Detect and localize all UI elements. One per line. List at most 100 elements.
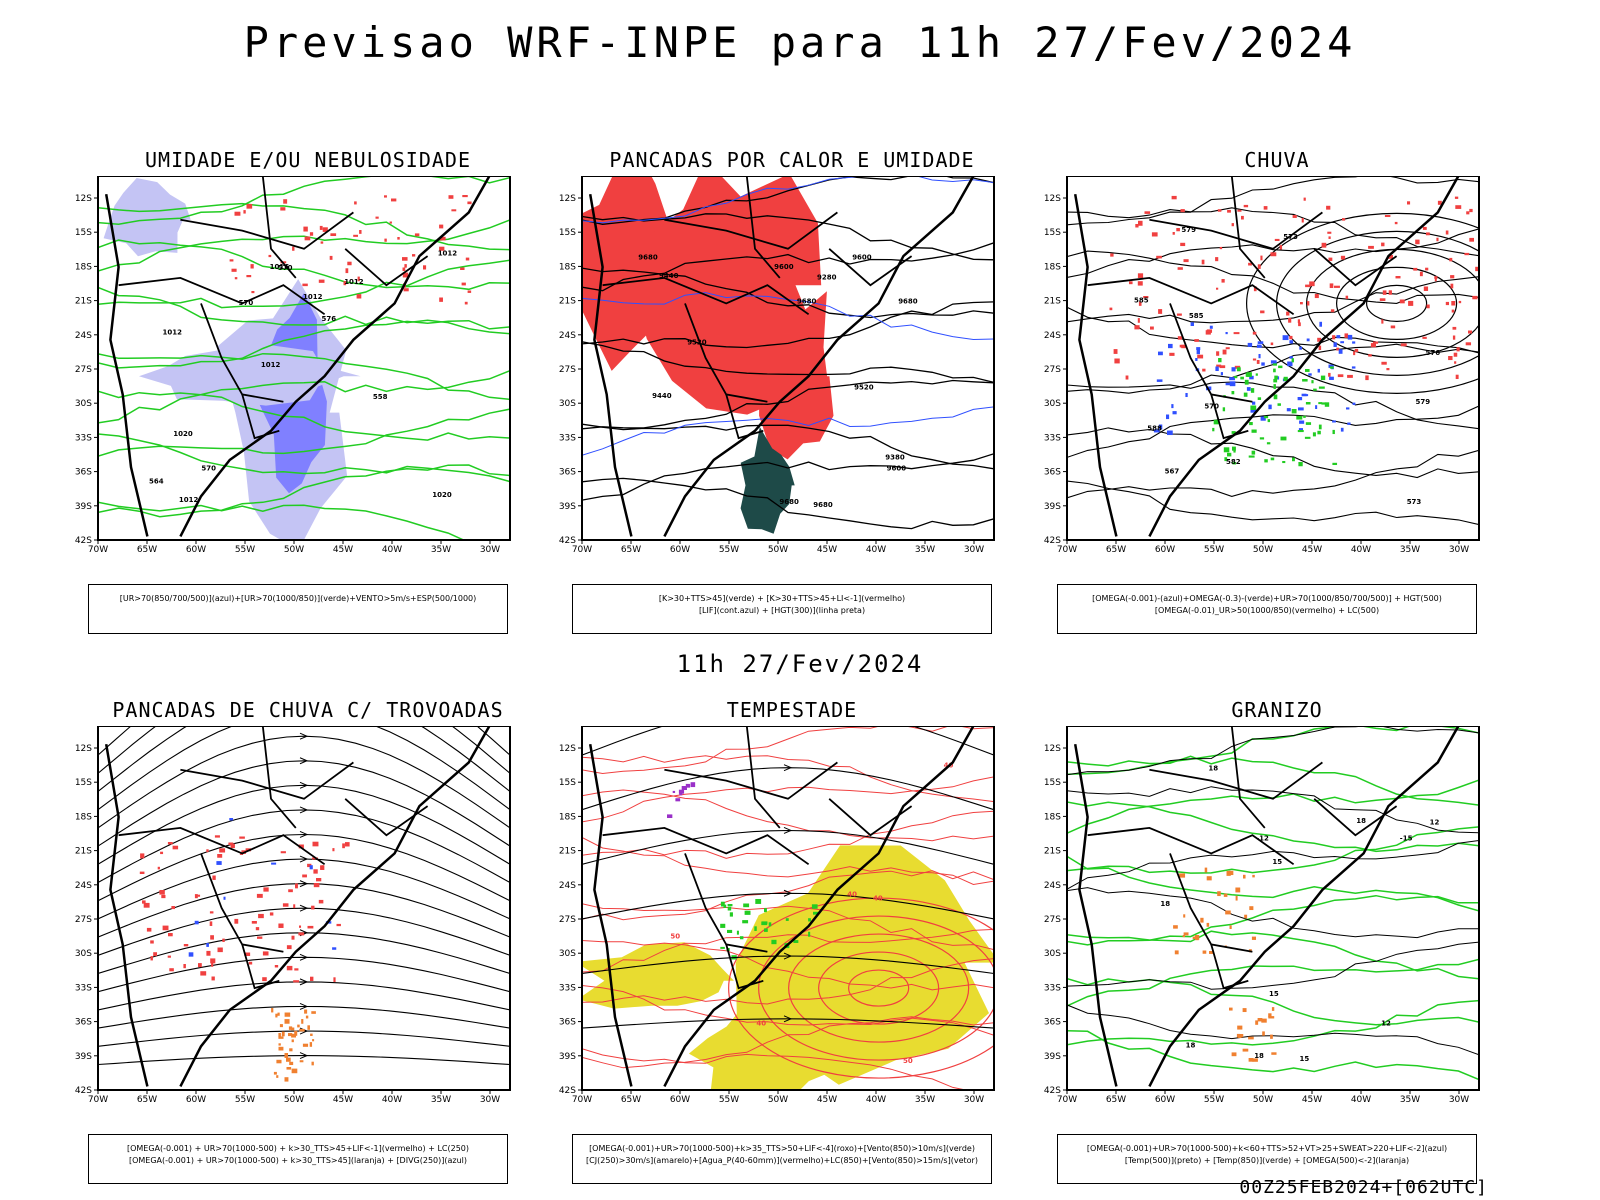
thunderstorm-area	[311, 905, 315, 910]
hail-area	[1183, 914, 1186, 918]
contour-label: 9600	[774, 263, 794, 271]
lon-label: 55W	[1204, 545, 1224, 555]
rain-area	[1299, 346, 1302, 350]
hail-area	[1238, 1034, 1242, 1039]
wind-area	[736, 930, 739, 935]
rain-area	[1196, 347, 1201, 351]
rain-area	[1232, 446, 1236, 451]
rain-area	[1176, 313, 1182, 316]
lat-label: 30S	[1044, 949, 1061, 959]
height-contour	[1366, 284, 1428, 323]
thunderstorm-area	[157, 866, 160, 870]
rain-area	[1250, 405, 1257, 410]
rain-area	[1196, 349, 1200, 355]
rain-area	[1266, 442, 1271, 445]
lifted-index-contour	[582, 176, 994, 224]
thunderstorm-area	[293, 980, 300, 983]
rain-area	[1150, 326, 1154, 330]
rain-area	[1329, 366, 1334, 369]
thunderstorm-area	[210, 935, 214, 940]
contour-label: 579	[1416, 398, 1431, 406]
country-border	[684, 303, 768, 403]
rain-area	[1180, 209, 1185, 213]
thunderstorm-area	[139, 871, 145, 875]
rain-area	[1227, 209, 1231, 213]
rain-area	[1434, 276, 1437, 282]
hail-area	[1242, 1008, 1247, 1013]
rain-area	[1437, 200, 1442, 205]
country-border	[261, 726, 297, 829]
rain-area	[1243, 204, 1249, 208]
humidity-contour	[98, 464, 510, 518]
rain-area	[1221, 279, 1225, 283]
shower-area	[284, 1053, 289, 1058]
contour-label: 18	[1356, 817, 1366, 825]
height-contour	[1067, 427, 1479, 479]
hail-area	[1179, 873, 1186, 878]
lon-label: 45W	[817, 545, 837, 555]
rain-area	[1153, 429, 1160, 433]
humidity-area	[139, 344, 361, 406]
temp850-contour	[1067, 958, 1479, 1007]
shower-area	[275, 1013, 278, 1018]
rain-area	[1185, 393, 1188, 398]
wind-area	[727, 906, 732, 911]
water-contour	[582, 1048, 969, 1090]
contour-label: 570	[1204, 403, 1219, 411]
water-contour	[758, 915, 994, 1061]
streamline	[98, 735, 510, 829]
rain-area	[1305, 422, 1312, 425]
lon-label: 50W	[1253, 1095, 1273, 1105]
storm-area	[675, 798, 681, 802]
divergence-contour	[188, 952, 194, 957]
lon-label: 40W	[866, 545, 886, 555]
legend-box: [UR>70(850/700/500)](azul)+[UR>70(1000/8…	[88, 584, 508, 634]
thickness-contour	[359, 230, 362, 234]
rain-area	[1248, 455, 1255, 458]
rain-area	[1282, 461, 1286, 464]
divergence-contour	[271, 862, 277, 865]
thunderstorm-area	[197, 894, 201, 897]
thunderstorm-area	[286, 945, 292, 950]
thickness-contour	[304, 236, 311, 241]
shower-area	[288, 1026, 293, 1030]
thunderstorm-area	[263, 887, 269, 892]
contour-label: 585	[1189, 312, 1204, 320]
rain-area	[1227, 452, 1232, 457]
thunderstorm-area	[244, 952, 251, 956]
storm-area	[679, 792, 683, 796]
country-border	[180, 211, 354, 250]
rain-area	[1263, 206, 1268, 210]
lon-label: 50W	[284, 545, 304, 555]
rain-area	[1454, 196, 1459, 199]
rain-area	[1365, 375, 1369, 381]
rain-area	[1351, 366, 1356, 369]
rain-area	[1317, 430, 1321, 435]
country-border	[118, 276, 326, 316]
lat-label: 18S	[1044, 812, 1061, 822]
lon-label: 30W	[480, 1095, 500, 1105]
rain-area	[1158, 424, 1163, 430]
streamline-arrow	[783, 1015, 793, 1023]
contour-label: 9440	[659, 272, 679, 280]
thickness-contour	[309, 232, 314, 236]
wind-area	[720, 901, 725, 907]
lat-label: 33S	[1044, 433, 1061, 443]
rain-area	[1328, 257, 1333, 261]
rain-area	[1465, 342, 1472, 346]
divergence-contour	[229, 818, 234, 821]
lat-label: 15S	[1044, 228, 1061, 238]
hail-area	[1262, 1031, 1265, 1036]
lon-label: 50W	[284, 1095, 304, 1105]
streamline	[98, 883, 510, 938]
map-frame	[97, 726, 511, 1091]
rain-area	[1250, 408, 1257, 413]
divergence-contour	[216, 861, 222, 865]
panel-title: TEMPESTADE	[726, 698, 858, 722]
lon-label: 30W	[964, 545, 984, 555]
rain-area	[1413, 267, 1418, 271]
rain-area	[1231, 223, 1234, 227]
rain-area	[1327, 231, 1332, 234]
lat-label: 33S	[559, 433, 576, 443]
rain-area	[1381, 361, 1387, 365]
